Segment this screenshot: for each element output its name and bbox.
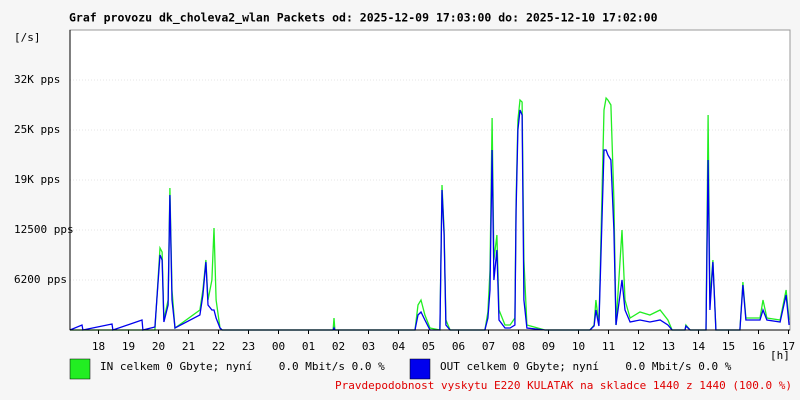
x-tick-label: 21	[182, 340, 195, 353]
x-tick-label: 00	[272, 340, 285, 353]
chart-title: Graf provozu dk_choleva2_wlan Packets od…	[69, 11, 658, 26]
y-tick-label: 19K pps	[14, 173, 60, 186]
series-line	[69, 109, 790, 331]
y-tick-label: 32K pps	[14, 73, 60, 86]
x-tick-label: 05	[422, 340, 435, 353]
x-tick-label: 23	[242, 340, 255, 353]
x-tick-label: 06	[452, 340, 465, 353]
y-tick-label: 12500 pps	[14, 223, 74, 236]
x-tick-label: 08	[512, 340, 525, 353]
y-tick-label: 25K pps	[14, 123, 60, 136]
x-tick-label: 16	[752, 340, 765, 353]
legend-label: IN celkem 0 Gbyte; nyní 0.0 Mbit/s 0.0 %	[100, 360, 385, 373]
x-tick-label: 19	[122, 340, 135, 353]
x-tick-label: 12	[632, 340, 645, 353]
x-axis-label: [h]	[770, 349, 790, 362]
x-tick-label: 09	[542, 340, 555, 353]
legend-swatch	[409, 358, 431, 380]
x-tick-label: 01	[302, 340, 315, 353]
legend-label: OUT celkem 0 Gbyte; nyní 0.0 Mbit/s 0.0 …	[440, 360, 732, 373]
x-tick-label: 18	[92, 340, 105, 353]
x-tick-label: 07	[482, 340, 495, 353]
x-tick-label: 15	[722, 340, 735, 353]
y-tick-label: 6200 pps	[14, 273, 67, 286]
x-tick-label: 14	[692, 340, 706, 353]
x-tick-label: 13	[662, 340, 675, 353]
legend-swatch	[69, 358, 91, 380]
x-tick-label: 17	[782, 340, 795, 353]
x-tick-label: 20	[152, 340, 165, 353]
x-tick-label: 22	[212, 340, 225, 353]
x-tick-label: 11	[602, 340, 615, 353]
y-axis-label: [/s]	[14, 31, 41, 44]
footer: Pravdepodobnost vyskytu E220 KULATAK na …	[335, 379, 792, 392]
x-tick-label: 03	[362, 340, 375, 353]
x-tick-label: 02	[332, 340, 345, 353]
x-tick-label: 04	[392, 340, 406, 353]
x-tick-label: 10	[572, 340, 585, 353]
